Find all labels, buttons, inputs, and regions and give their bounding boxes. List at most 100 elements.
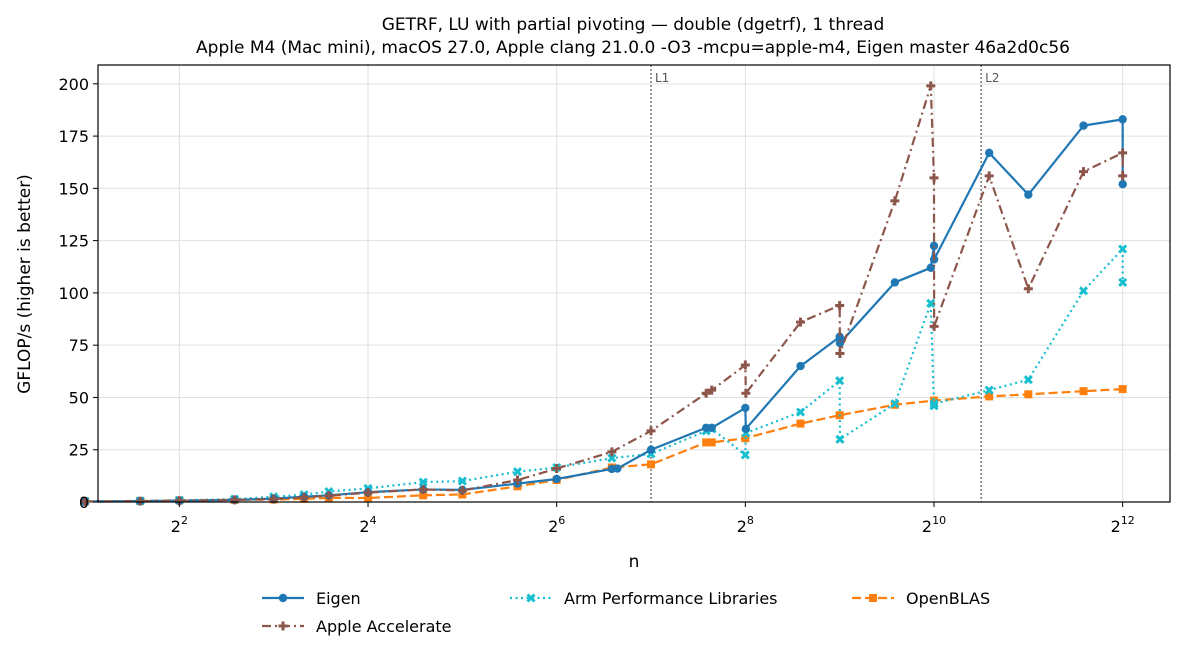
y-tick-label: 0 [79, 493, 89, 512]
data-point [1118, 179, 1127, 189]
series-line [85, 84, 1124, 503]
x-tick-label: 24 [359, 514, 376, 536]
data-point [135, 496, 145, 506]
data-point [1118, 171, 1128, 181]
y-tick-label: 25 [69, 441, 89, 460]
data-point [702, 438, 711, 447]
y-tick-label: 75 [69, 336, 89, 355]
data-point [929, 173, 939, 183]
y-tick-label: 125 [58, 232, 89, 251]
chart-subtitle: Apple M4 (Mac mini), macOS 27.0, Apple c… [196, 38, 1070, 58]
plot-series [80, 81, 1128, 507]
data-point [1079, 387, 1088, 396]
series-1 [80, 81, 1128, 507]
data-point [363, 488, 373, 498]
x-tick-exponent: 10 [932, 514, 946, 527]
legend-item: Eigen [262, 589, 361, 608]
data-point [984, 148, 994, 158]
data-point [741, 388, 751, 398]
data-point [890, 399, 900, 409]
data-point [613, 464, 622, 473]
data-point [526, 593, 536, 603]
data-point [985, 392, 994, 401]
data-point [324, 491, 334, 501]
data-point [513, 475, 523, 485]
x-tick-label: 28 [737, 514, 754, 536]
data-point [835, 300, 845, 310]
data-point [1024, 190, 1033, 199]
data-point [1078, 286, 1089, 296]
data-point [1024, 390, 1033, 399]
data-point [607, 453, 617, 463]
legend-item: Arm Performance Libraries [510, 589, 778, 608]
data-point [707, 385, 717, 395]
data-point [796, 419, 805, 428]
cache-lines: L1 L2 [650, 65, 999, 502]
grid [98, 65, 1170, 503]
data-point [835, 434, 845, 444]
data-point [607, 447, 617, 457]
data-point [929, 399, 939, 409]
data-point [835, 376, 845, 386]
series-line [85, 247, 1124, 503]
data-point [835, 349, 845, 359]
y-axis-label: GFLOP/s (higher is better) [15, 174, 35, 394]
x-tick-base: 2 [922, 517, 932, 536]
cache-line-label: L1 [655, 71, 669, 85]
data-point [984, 385, 994, 395]
data-point [926, 263, 935, 273]
data-point [796, 317, 806, 327]
x-tick-label: 26 [548, 514, 565, 536]
x-tick-exponent: 8 [747, 514, 754, 527]
data-point [1079, 121, 1088, 130]
data-point [796, 361, 805, 371]
series-3 [81, 385, 1127, 506]
data-point [930, 396, 939, 405]
data-point [419, 491, 428, 500]
y-tick-label: 150 [58, 179, 89, 198]
data-point [740, 450, 750, 460]
legend-item: OpenBLAS [852, 589, 990, 608]
data-point [299, 492, 309, 502]
x-tick-base: 2 [548, 517, 558, 536]
x-tick-label: 22 [171, 514, 188, 536]
data-point [418, 477, 428, 487]
data-point [926, 298, 936, 308]
legend: Eigen Apple Accelerate Arm Performance Lib… [262, 589, 990, 636]
cache-line-label: L2 [985, 71, 999, 85]
x-axis-label: n [629, 552, 640, 572]
data-point [741, 403, 750, 413]
data-point [1079, 167, 1089, 177]
series-2 [80, 244, 1128, 506]
data-point [795, 407, 806, 417]
x-tick-base: 2 [1111, 517, 1121, 536]
data-point [707, 438, 716, 447]
legend-label: Apple Accelerate [316, 617, 452, 636]
data-point [890, 196, 900, 206]
series-line [85, 118, 1124, 503]
data-point [984, 171, 994, 181]
data-point [418, 484, 428, 494]
data-point [1118, 385, 1127, 394]
x-tick-label: 212 [1111, 514, 1135, 536]
data-point [552, 474, 561, 484]
x-tick-exponent: 4 [370, 514, 377, 527]
data-point [230, 495, 240, 505]
data-point [707, 423, 716, 432]
y-tick-label: 100 [58, 284, 89, 303]
data-point [1118, 244, 1128, 254]
data-point [890, 278, 900, 287]
data-point [1118, 115, 1127, 124]
x-tick-exponent: 6 [558, 514, 565, 527]
x-axis: 22 24 26 28 210 212 [171, 502, 1135, 536]
data-point [740, 360, 750, 370]
data-point [869, 594, 877, 602]
legend-item: Apple Accelerate [262, 617, 452, 636]
x-tick-label: 210 [922, 514, 946, 536]
data-point [512, 467, 523, 477]
data-point [457, 476, 467, 486]
data-point [1023, 284, 1033, 294]
y-tick-label: 200 [58, 75, 89, 94]
series-line [85, 387, 1123, 503]
